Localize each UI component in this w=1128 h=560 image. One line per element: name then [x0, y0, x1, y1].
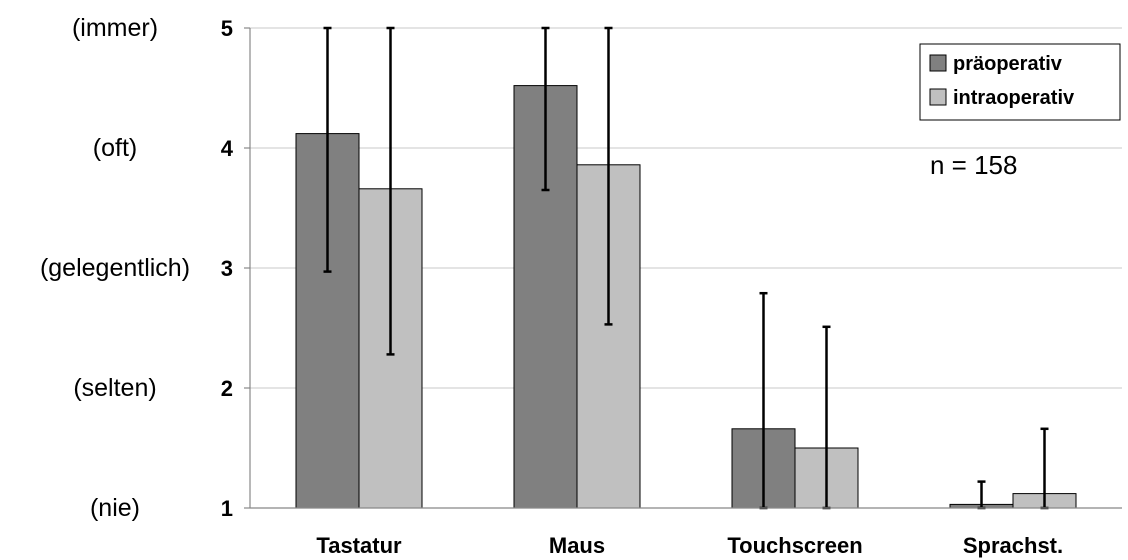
legend-label: präoperativ: [953, 53, 1063, 75]
legend-swatch: [929, 54, 947, 72]
y-tick-word-label: (oft): [93, 134, 137, 162]
x-category-label: Tastatur: [316, 533, 402, 558]
sample-size-annotation: n = 158: [930, 150, 1017, 180]
y-tick-labels: 1 (nie) 2 (selten) 3 (gelegentlich) 4 (oft) 5 (im…: [40, 14, 234, 522]
x-category-label: Maus: [549, 533, 605, 558]
error-bars: [323, 26, 1049, 510]
axes: [244, 27, 1122, 509]
legend-swatch: [929, 88, 947, 106]
y-tick-label: 1: [221, 496, 233, 521]
y-tick-word-label: (gelegentlich): [40, 254, 190, 282]
legend: präoperativ intraoperativ: [919, 43, 1121, 121]
x-category-labels: Tastatur Maus Touchscreen Sprachst.: [316, 533, 1063, 558]
y-tick-label: 2: [221, 376, 233, 401]
y-tick-word-label: (immer): [72, 14, 158, 42]
y-tick-word-label: (selten): [73, 374, 156, 402]
x-category-label: Touchscreen: [727, 533, 862, 558]
y-tick-word-label: (nie): [90, 494, 140, 522]
legend-box: [919, 43, 1121, 121]
y-tick-label: 3: [221, 256, 233, 281]
y-tick-label: 5: [221, 16, 233, 41]
bars: [295, 85, 1077, 509]
y-tick-label: 4: [221, 136, 234, 161]
legend-label: intraoperativ: [953, 87, 1075, 109]
x-category-label: Sprachst.: [963, 533, 1063, 558]
